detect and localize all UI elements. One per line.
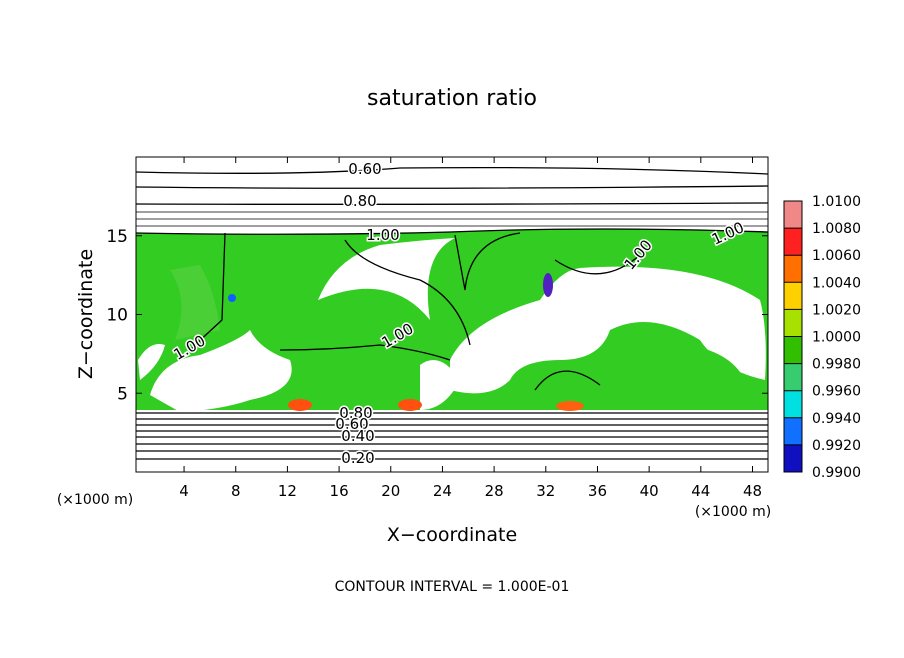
colorbar-label: 1.0100 bbox=[812, 194, 861, 210]
colorbar-band bbox=[784, 390, 802, 418]
colorbar-band bbox=[784, 282, 802, 310]
contour-label: 0.60 bbox=[348, 160, 381, 178]
colorbar-band bbox=[784, 201, 802, 229]
y-axis-label: Z−coordinate bbox=[75, 249, 97, 379]
colorbar-label: 0.9920 bbox=[812, 438, 861, 454]
colorbar-label: 0.9960 bbox=[812, 384, 861, 400]
x-axis-label: X−coordinate bbox=[387, 524, 517, 546]
x-tick-label: 20 bbox=[381, 482, 400, 500]
x-tick-label: 44 bbox=[691, 482, 710, 500]
x-tick-label: 48 bbox=[743, 482, 762, 500]
x-tick-label: 4 bbox=[179, 482, 189, 500]
colorbar-label: 1.0040 bbox=[812, 275, 861, 291]
y-tick-label: 15 bbox=[106, 227, 128, 247]
colorbar-label: 1.0080 bbox=[812, 221, 861, 237]
colorbar-label: 0.9940 bbox=[812, 411, 861, 427]
x-tick-label: 12 bbox=[278, 482, 297, 500]
colorbar-band bbox=[784, 228, 802, 256]
contour-label: 0.20 bbox=[341, 449, 374, 467]
colorbar-band bbox=[784, 417, 802, 445]
x-tick-label: 24 bbox=[433, 482, 452, 500]
x-tick-label: 28 bbox=[485, 482, 504, 500]
colorbar-label: 1.0000 bbox=[812, 330, 861, 346]
x-tick-label: 40 bbox=[640, 482, 659, 500]
colorbar-label: 0.9980 bbox=[812, 357, 861, 373]
x-unit-label: (×1000 m) bbox=[57, 492, 133, 508]
colorbar-band bbox=[784, 363, 802, 391]
colorbar-band bbox=[784, 444, 802, 472]
x-unit-label: (×1000 m) bbox=[695, 504, 771, 520]
colorbar-label: 0.9900 bbox=[812, 465, 861, 481]
contour-label: 0.80 bbox=[343, 192, 376, 210]
x-tick-label: 16 bbox=[330, 482, 349, 500]
contour-label: 1.00 bbox=[366, 226, 399, 244]
contour-note: CONTOUR INTERVAL = 1.000E-01 bbox=[335, 579, 570, 595]
contour-label: 0.80 bbox=[339, 404, 372, 422]
y-tick-label: 10 bbox=[106, 306, 128, 326]
colorbar-band bbox=[784, 309, 802, 337]
x-tick-label: 8 bbox=[231, 482, 241, 500]
contour-label: 0.60 bbox=[335, 415, 368, 433]
field bbox=[135, 228, 769, 412]
x-tick-label: 36 bbox=[588, 482, 607, 500]
y-tick-label: 5 bbox=[117, 384, 128, 404]
contour-label: 0.40 bbox=[341, 427, 374, 445]
colorbar-band bbox=[784, 336, 802, 364]
chart-title: saturation ratio bbox=[367, 86, 537, 111]
colorbar-label: 1.0060 bbox=[812, 248, 861, 264]
colorbar-label: 1.0020 bbox=[812, 302, 861, 318]
x-tick-label: 32 bbox=[536, 482, 555, 500]
colorbar-band bbox=[784, 255, 802, 283]
contour-lines bbox=[135, 166, 769, 460]
